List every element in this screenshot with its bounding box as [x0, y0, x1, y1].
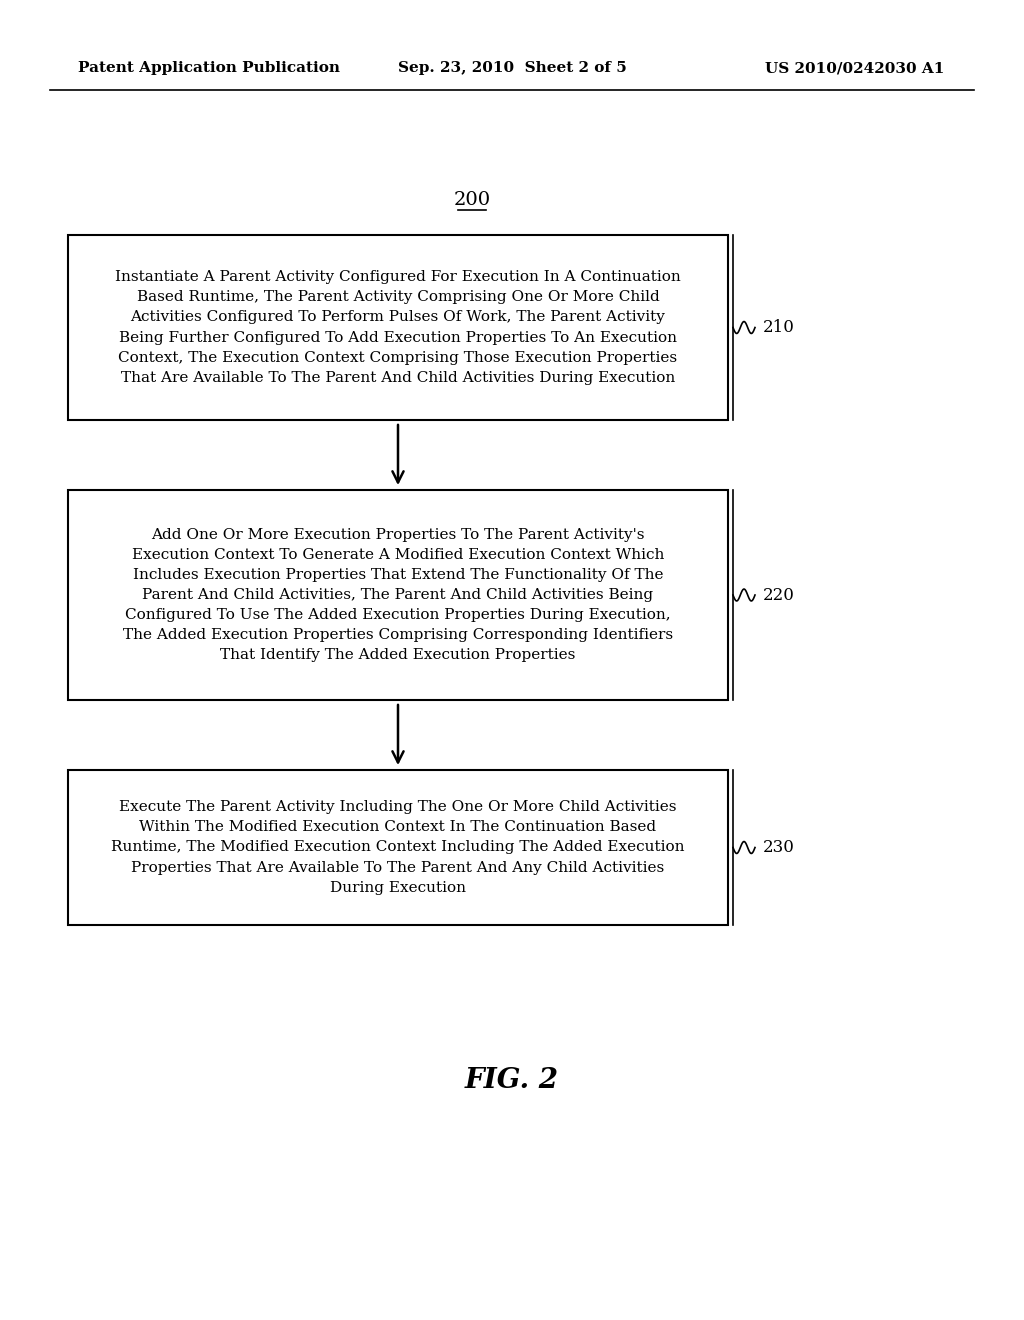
Text: Add One Or More Execution Properties To The Parent Activity's
Execution Context : Add One Or More Execution Properties To …: [123, 528, 673, 663]
Bar: [68, 490, 728, 700]
Bar: [68, 235, 728, 420]
Text: Sep. 23, 2010  Sheet 2 of 5: Sep. 23, 2010 Sheet 2 of 5: [397, 61, 627, 75]
Text: US 2010/0242030 A1: US 2010/0242030 A1: [765, 61, 944, 75]
Text: FIG. 2: FIG. 2: [465, 1067, 559, 1093]
Text: Execute The Parent Activity Including The One Or More Child Activities
Within Th: Execute The Parent Activity Including Th…: [112, 800, 685, 895]
Text: 200: 200: [454, 191, 490, 209]
Text: Instantiate A Parent Activity Configured For Execution In A Continuation
Based R: Instantiate A Parent Activity Configured…: [115, 271, 681, 384]
Text: 220: 220: [763, 586, 795, 603]
Bar: [68, 770, 728, 925]
Text: Patent Application Publication: Patent Application Publication: [78, 61, 340, 75]
Text: 210: 210: [763, 319, 795, 337]
Text: 230: 230: [763, 840, 795, 855]
